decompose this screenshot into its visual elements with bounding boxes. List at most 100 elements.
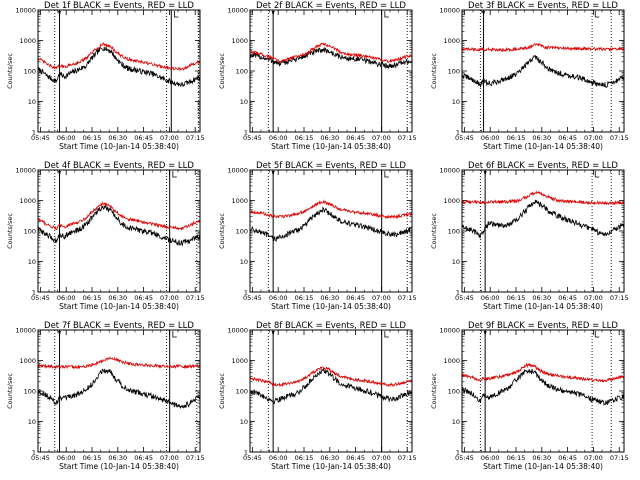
lld-series-line (249, 42, 413, 64)
x-tick-label: 07:00 (584, 454, 603, 462)
detector-panel: Det 5f BLACK = Events, RED = LLD Counts/s… (218, 161, 417, 311)
x-tick-label: 06:45 (134, 294, 153, 302)
y-tick-label: 100 (448, 68, 460, 76)
x-axis-label: Start Time (10-Jan-14 05:38:40) (271, 142, 391, 151)
panel-title: Det 4f BLACK = Events, RED = LLD (44, 161, 194, 171)
x-tick-label: 07:15 (186, 454, 205, 462)
x-axis-label: Start Time (10-Jan-14 05:38:40) (483, 142, 603, 151)
x-tick-label: 06:30 (532, 134, 551, 142)
x-tick-label: 06:30 (532, 454, 551, 462)
plot-frame (37, 169, 201, 293)
plot-frame (461, 169, 625, 293)
events-series-line (461, 54, 625, 89)
y-tick-label: 100 (24, 388, 36, 396)
detector-panel: Det 4f BLACK = Events, RED = LLD Counts/s… (6, 161, 205, 311)
x-axis-label: Start Time (10-Jan-14 05:38:40) (271, 302, 391, 311)
detector-panel: Det 6f BLACK = Events, RED = LLD Counts/s… (430, 161, 629, 311)
detector-panel: Det 9f BLACK = Events, RED = LLD Counts/s… (430, 321, 629, 471)
x-tick-label: 06:30 (108, 294, 127, 302)
plot-frame (249, 169, 413, 293)
y-tick-label: 10 (452, 258, 460, 266)
y-tick-label: 10000 (15, 327, 36, 335)
y-tick-label: 10 (28, 258, 36, 266)
x-tick-label: 05:45 (31, 294, 50, 302)
x-axis-label: Start Time (10-Jan-14 05:38:40) (483, 462, 603, 471)
events-series-line (461, 368, 625, 407)
y-tick-label: 1 (456, 449, 460, 457)
x-tick-label: 05:45 (243, 134, 262, 142)
x-tick-label: 07:00 (160, 454, 179, 462)
x-axis-label: Start Time (10-Jan-14 05:38:40) (59, 142, 179, 151)
x-tick-label: 06:45 (346, 294, 365, 302)
panel-title: Det 2f BLACK = Events, RED = LLD (256, 1, 406, 11)
y-tick-label: 10 (28, 418, 36, 426)
panel-title: Det 8f BLACK = Events, RED = LLD (256, 321, 406, 331)
panel-title: Det 1f BLACK = Events, RED = LLD (44, 1, 194, 11)
x-tick-label: 05:45 (455, 454, 474, 462)
detector-panel: Det 8f BLACK = Events, RED = LLD Counts/s… (218, 321, 417, 471)
x-tick-label: 07:00 (584, 294, 603, 302)
x-tick-label: 06:45 (134, 454, 153, 462)
x-tick-label: 06:00 (57, 294, 76, 302)
x-tick-label: 06:45 (558, 294, 577, 302)
x-tick-label: 06:00 (269, 134, 288, 142)
y-tick-label: 10000 (15, 167, 36, 175)
y-axis-label: Counts/sec (430, 373, 438, 409)
plot-frame (37, 9, 201, 133)
top-marker-triangle (58, 171, 62, 176)
corner-marker (172, 171, 177, 178)
x-tick-label: 05:45 (31, 454, 50, 462)
plot-frame (249, 329, 413, 453)
x-tick-label: 06:00 (481, 454, 500, 462)
x-axis-label: Start Time (10-Jan-14 05:38:40) (59, 302, 179, 311)
top-marker-triangle (482, 11, 486, 16)
y-tick-label: 10 (452, 418, 460, 426)
top-marker-triangle (58, 331, 62, 336)
top-marker-triangle (271, 331, 275, 336)
events-series-line (461, 199, 625, 239)
y-tick-label: 100 (236, 228, 248, 236)
x-tick-label: 06:30 (108, 134, 127, 142)
x-tick-label: 07:00 (584, 134, 603, 142)
x-tick-label: 06:30 (532, 294, 551, 302)
y-tick-label: 1 (32, 129, 36, 137)
lld-series-line (249, 366, 413, 388)
y-tick-label: 1000 (443, 37, 460, 45)
x-tick-label: 07:15 (398, 294, 417, 302)
x-tick-label: 06:00 (57, 134, 76, 142)
x-axis-label: Start Time (10-Jan-14 05:38:40) (59, 462, 179, 471)
y-tick-label: 100 (448, 228, 460, 236)
y-tick-label: 1 (244, 289, 248, 297)
y-tick-label: 1 (32, 449, 36, 457)
corner-marker (594, 331, 600, 338)
y-tick-label: 10000 (227, 7, 248, 15)
y-axis-label: Counts/sec (6, 213, 14, 249)
plot-frame (461, 9, 625, 133)
y-tick-label: 1000 (443, 197, 460, 205)
x-tick-label: 06:00 (481, 134, 500, 142)
x-tick-label: 07:15 (398, 134, 417, 142)
lld-series-line (461, 190, 625, 206)
y-tick-label: 1 (456, 289, 460, 297)
x-tick-label: 06:15 (83, 134, 102, 142)
x-tick-label: 07:15 (610, 294, 629, 302)
y-tick-label: 100 (236, 388, 248, 396)
y-tick-label: 10000 (15, 7, 36, 15)
plot-frame (249, 9, 413, 133)
top-marker-triangle (271, 11, 275, 16)
x-tick-label: 06:15 (507, 454, 526, 462)
events-series-line (250, 367, 413, 405)
x-tick-label: 07:00 (160, 294, 179, 302)
y-tick-label: 10 (240, 258, 248, 266)
x-tick-label: 06:45 (346, 454, 365, 462)
y-tick-label: 10000 (227, 167, 248, 175)
y-tick-label: 1 (244, 449, 248, 457)
top-marker-triangle (483, 331, 487, 336)
y-tick-label: 10000 (439, 327, 460, 335)
y-tick-label: 1000 (231, 197, 248, 205)
x-tick-label: 07:15 (610, 134, 629, 142)
y-tick-label: 10 (452, 98, 460, 106)
panel-title: Det 6f BLACK = Events, RED = LLD (468, 161, 618, 171)
x-tick-label: 06:15 (83, 454, 102, 462)
